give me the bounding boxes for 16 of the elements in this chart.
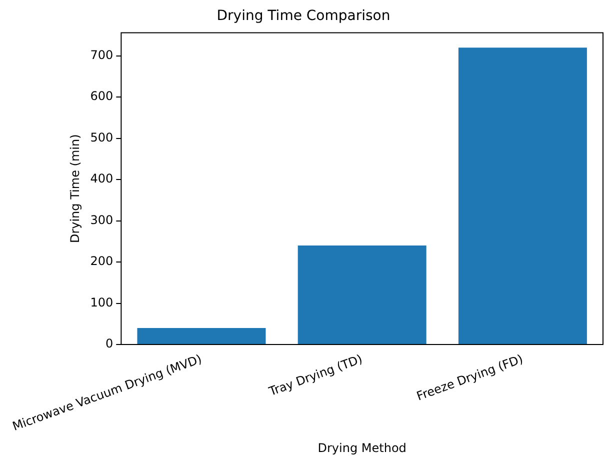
bar bbox=[137, 328, 266, 344]
x-axis-title: Drying Method bbox=[318, 440, 406, 455]
y-tick-label: 500 bbox=[90, 130, 114, 144]
y-tick-label: 600 bbox=[90, 89, 114, 104]
y-tick-label: 100 bbox=[90, 295, 114, 310]
x-tick-label: Tray Drying (TD) bbox=[266, 352, 364, 399]
y-tick-label: 200 bbox=[90, 254, 114, 268]
y-axis-title: Drying Time (min) bbox=[68, 134, 82, 244]
chart-title: Drying Time Comparison bbox=[216, 8, 390, 24]
x-tick-label: Freeze Drying (FD) bbox=[414, 352, 525, 404]
y-tick-label: 700 bbox=[90, 48, 114, 62]
bar bbox=[458, 48, 587, 344]
y-tick-label: 300 bbox=[90, 212, 114, 227]
y-tick-label: 400 bbox=[90, 172, 114, 186]
y-tick-label: 0 bbox=[106, 336, 114, 351]
bar bbox=[298, 246, 426, 344]
